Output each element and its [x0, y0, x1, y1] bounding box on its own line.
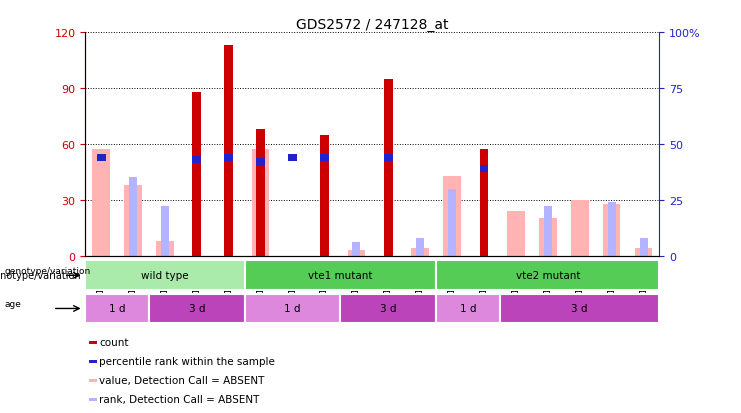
Text: count: count: [99, 337, 128, 347]
Text: percentile rank within the sample: percentile rank within the sample: [99, 356, 275, 366]
Bar: [149, 294, 245, 324]
Bar: [436, 261, 659, 291]
Bar: [348, 250, 365, 256]
Bar: [384, 154, 393, 161]
Bar: [608, 202, 616, 256]
Bar: [443, 176, 461, 256]
Bar: [85, 294, 149, 324]
Bar: [85, 261, 245, 291]
Bar: [225, 154, 233, 161]
Bar: [156, 241, 173, 256]
Text: 3 d: 3 d: [380, 304, 396, 314]
Text: vte1 mutant: vte1 mutant: [308, 271, 373, 281]
Bar: [639, 238, 648, 256]
Bar: [544, 207, 552, 256]
Bar: [96, 154, 106, 161]
Bar: [507, 211, 525, 256]
Bar: [320, 135, 329, 256]
Text: genotype/variation: genotype/variation: [4, 266, 90, 275]
Bar: [89, 341, 97, 344]
Bar: [500, 294, 659, 324]
Bar: [353, 243, 360, 256]
Bar: [193, 157, 202, 164]
Text: genotype/variation: genotype/variation: [0, 271, 82, 281]
Bar: [384, 79, 393, 256]
Text: 3 d: 3 d: [189, 304, 205, 314]
Bar: [89, 398, 97, 401]
Bar: [193, 93, 202, 256]
Bar: [448, 189, 456, 256]
Bar: [416, 238, 424, 256]
Bar: [89, 379, 97, 382]
Bar: [245, 261, 436, 291]
Text: 3 d: 3 d: [571, 304, 588, 314]
Text: 1 d: 1 d: [109, 304, 125, 314]
Bar: [93, 150, 110, 256]
Bar: [635, 249, 652, 256]
Bar: [340, 294, 436, 324]
Bar: [539, 219, 556, 256]
Bar: [479, 165, 488, 173]
Text: vte2 mutant: vte2 mutant: [516, 271, 580, 281]
Text: age: age: [4, 299, 21, 309]
Text: wild type: wild type: [142, 271, 189, 281]
Text: rank, Detection Call = ABSENT: rank, Detection Call = ABSENT: [99, 394, 259, 404]
Bar: [603, 204, 620, 256]
Bar: [89, 360, 97, 363]
Bar: [225, 46, 233, 256]
Bar: [252, 150, 270, 256]
Bar: [129, 178, 137, 256]
Bar: [245, 294, 340, 324]
Title: GDS2572 / 247128_at: GDS2572 / 247128_at: [296, 18, 448, 32]
Text: 1 d: 1 d: [285, 304, 301, 314]
Bar: [411, 249, 429, 256]
Bar: [479, 150, 488, 256]
Bar: [124, 185, 142, 256]
Bar: [256, 159, 265, 166]
Bar: [571, 200, 588, 256]
Bar: [320, 154, 329, 161]
Bar: [256, 130, 265, 256]
Bar: [161, 207, 169, 256]
Text: 1 d: 1 d: [460, 304, 476, 314]
Text: value, Detection Call = ABSENT: value, Detection Call = ABSENT: [99, 375, 265, 385]
Bar: [436, 294, 500, 324]
Bar: [288, 154, 297, 161]
